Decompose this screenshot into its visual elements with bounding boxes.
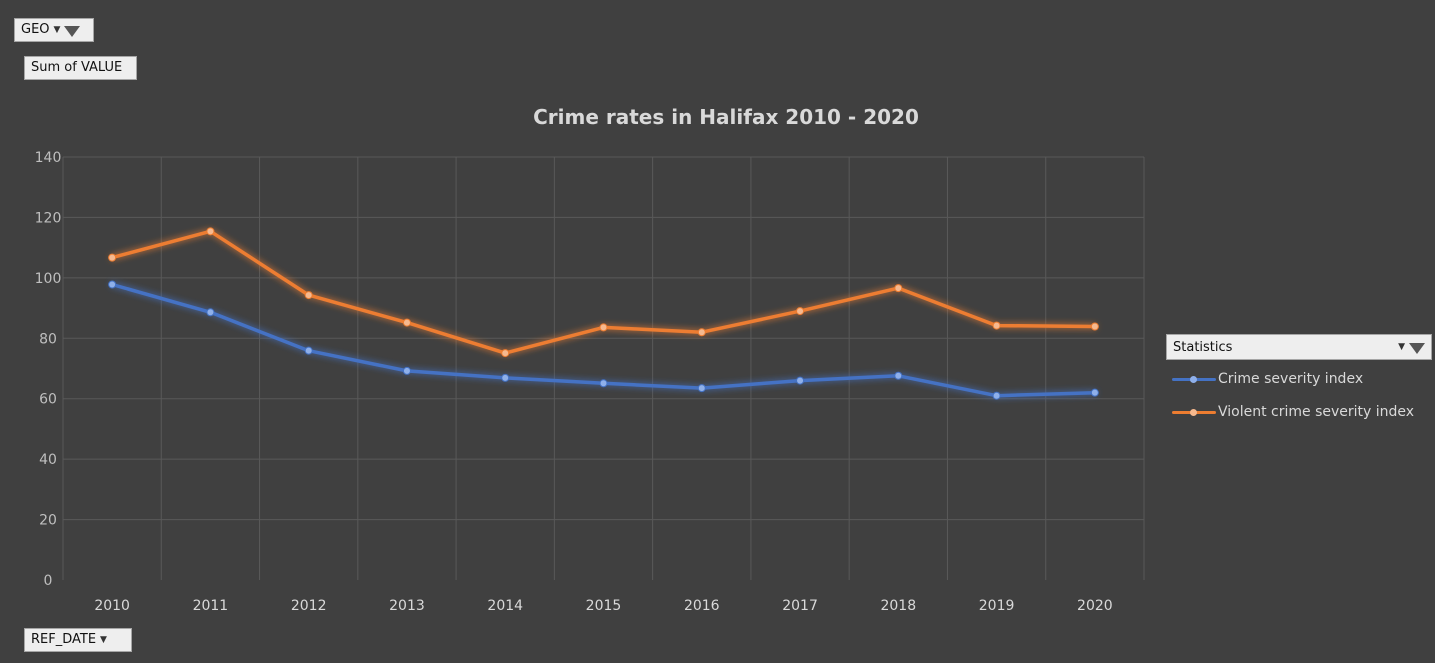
x-tick-label: 2019 bbox=[979, 598, 1015, 614]
y-tick-label: 100 bbox=[35, 271, 62, 287]
data-point bbox=[501, 373, 510, 382]
chevron-down-icon: ▼ bbox=[1398, 342, 1405, 352]
data-point bbox=[599, 379, 608, 388]
geo-filter-label: GEO bbox=[21, 22, 50, 37]
x-tick-label: 2012 bbox=[291, 598, 327, 614]
data-point bbox=[304, 346, 313, 355]
y-tick-label: 140 bbox=[35, 150, 62, 166]
data-point bbox=[206, 227, 215, 236]
data-point bbox=[796, 307, 805, 316]
statistics-filter-button[interactable]: Statistics ▼ bbox=[1166, 334, 1432, 360]
data-point bbox=[108, 280, 117, 289]
x-tick-label: 2010 bbox=[94, 598, 130, 614]
chart-title: Crime rates in Halifax 2010 - 2020 bbox=[533, 105, 919, 129]
y-tick-label: 80 bbox=[39, 331, 57, 347]
y-tick-label: 0 bbox=[44, 573, 53, 589]
x-tick-label: 2014 bbox=[487, 598, 523, 614]
sum-of-value-label: Sum of VALUE bbox=[31, 60, 123, 75]
legend-item-violent-crime-severity-index[interactable]: Violent crime severity index bbox=[1172, 402, 1414, 422]
grid-lines bbox=[62, 156, 1145, 580]
filter-icon bbox=[64, 25, 81, 37]
data-point bbox=[108, 253, 117, 262]
data-point bbox=[894, 371, 903, 380]
filter-icon bbox=[1409, 342, 1425, 354]
legend-label: Crime severity index bbox=[1218, 371, 1364, 387]
legend-header-label: Statistics bbox=[1173, 339, 1233, 355]
x-tick-label: 2013 bbox=[389, 598, 425, 614]
y-tick-label: 120 bbox=[35, 210, 62, 226]
geo-filter-button[interactable]: GEO ▼ bbox=[14, 18, 94, 42]
chevron-down-icon: ▼ bbox=[53, 25, 61, 35]
data-point bbox=[402, 366, 411, 375]
data-point bbox=[697, 328, 706, 337]
legend-label: Violent crime severity index bbox=[1218, 404, 1415, 420]
legend-swatch-blue bbox=[1172, 369, 1216, 389]
data-point bbox=[402, 318, 411, 327]
ref-date-label: REF_DATE bbox=[31, 632, 97, 647]
data-point bbox=[992, 321, 1001, 330]
y-axis-tick-labels: 0 20 40 60 80 100 120 140 bbox=[35, 150, 62, 589]
data-point bbox=[992, 391, 1001, 400]
x-tick-label: 2017 bbox=[782, 598, 818, 614]
sum-of-value-field-button[interactable]: Sum of VALUE bbox=[24, 56, 137, 80]
x-tick-label: 2016 bbox=[684, 598, 720, 614]
x-tick-label: 2018 bbox=[880, 598, 916, 614]
x-tick-label: 2011 bbox=[193, 598, 229, 614]
x-axis-tick-labels: 2010 2011 2012 2013 2014 2015 2016 2017 2018 2019… bbox=[94, 598, 1112, 614]
data-point bbox=[894, 284, 903, 293]
chevron-down-icon: ▼ bbox=[100, 635, 107, 645]
y-tick-label: 40 bbox=[39, 452, 57, 468]
x-tick-label: 2020 bbox=[1077, 598, 1113, 614]
data-point bbox=[1090, 388, 1099, 397]
data-point bbox=[796, 376, 805, 385]
legend-swatch-orange bbox=[1172, 402, 1216, 422]
data-point bbox=[697, 384, 706, 393]
data-point bbox=[206, 308, 215, 317]
legend-item-crime-severity-index[interactable]: Crime severity index bbox=[1172, 369, 1363, 389]
data-point bbox=[501, 349, 510, 358]
data-point bbox=[1090, 322, 1099, 331]
y-tick-label: 20 bbox=[39, 513, 57, 529]
x-tick-label: 2015 bbox=[586, 598, 622, 614]
data-point bbox=[599, 323, 608, 332]
y-tick-label: 60 bbox=[39, 392, 57, 408]
data-point bbox=[304, 291, 313, 300]
series-lines bbox=[108, 227, 1099, 400]
ref-date-filter-button[interactable]: REF_DATE ▼ bbox=[24, 628, 132, 652]
